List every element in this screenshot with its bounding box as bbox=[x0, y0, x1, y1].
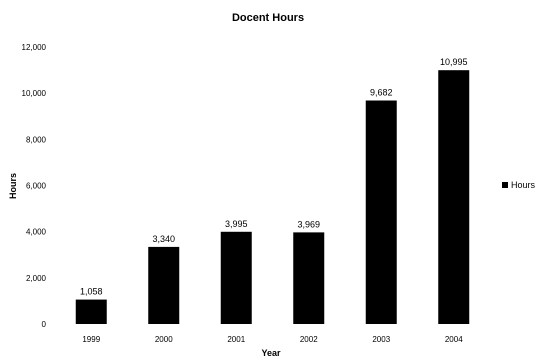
bar bbox=[75, 299, 107, 324]
y-tick-label: 2,000 bbox=[26, 274, 47, 283]
bar bbox=[148, 246, 180, 324]
y-tick-label: 6,000 bbox=[26, 182, 47, 191]
bar bbox=[438, 70, 470, 324]
chart-title: Docent Hours bbox=[232, 12, 304, 24]
y-tick-label: 12,000 bbox=[22, 43, 47, 52]
y-axis-ticks: 0 2,000 4,000 6,000 8,000 10,000 12,000 bbox=[22, 43, 47, 329]
data-label: 3,340 bbox=[152, 234, 175, 244]
x-tick-label: 2002 bbox=[300, 335, 318, 344]
bar bbox=[293, 232, 325, 324]
legend: Hours bbox=[502, 180, 536, 190]
legend-label: Hours bbox=[511, 180, 536, 190]
x-tick-label: 2004 bbox=[445, 335, 463, 344]
x-tick-label: 2000 bbox=[155, 335, 173, 344]
x-tick-label: 2001 bbox=[227, 335, 245, 344]
bar bbox=[220, 231, 252, 324]
y-tick-label: 4,000 bbox=[26, 228, 47, 237]
bar bbox=[365, 100, 397, 324]
data-label: 3,969 bbox=[297, 219, 320, 229]
data-label: 10,995 bbox=[440, 57, 468, 67]
x-axis-ticks: 1999 2000 2001 2002 2003 2004 bbox=[82, 335, 463, 344]
y-axis-label: Hours bbox=[8, 173, 18, 199]
x-tick-label: 2003 bbox=[372, 335, 390, 344]
x-axis-label: Year bbox=[261, 348, 281, 358]
bars bbox=[75, 70, 470, 324]
y-tick-label: 8,000 bbox=[26, 135, 47, 144]
x-tick-label: 1999 bbox=[82, 335, 100, 344]
legend-swatch bbox=[502, 182, 508, 188]
data-label: 9,682 bbox=[370, 88, 393, 98]
data-label: 3,995 bbox=[225, 219, 248, 229]
data-labels: 1,058 3,340 3,995 3,969 9,682 10,995 bbox=[80, 57, 468, 296]
y-tick-label: 0 bbox=[42, 320, 47, 329]
data-label: 1,058 bbox=[80, 287, 103, 297]
y-tick-label: 10,000 bbox=[22, 89, 47, 98]
